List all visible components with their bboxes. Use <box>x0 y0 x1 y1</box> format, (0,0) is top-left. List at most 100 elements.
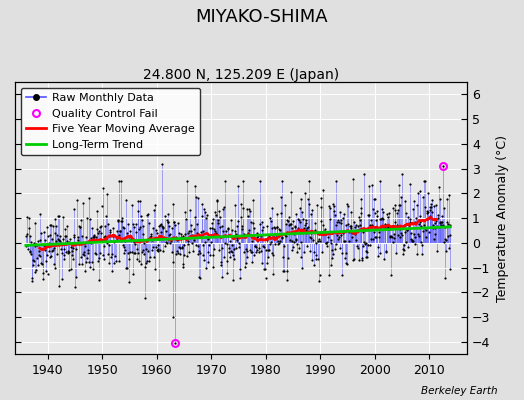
Point <box>429 222 438 228</box>
Point <box>189 233 197 240</box>
Point <box>200 206 209 212</box>
Point <box>221 239 230 246</box>
Point <box>368 206 377 212</box>
Point <box>356 222 364 228</box>
Point <box>406 216 414 222</box>
Point <box>287 225 296 231</box>
Point <box>147 231 155 238</box>
Point <box>307 210 315 217</box>
Point <box>412 215 420 222</box>
Point <box>362 240 370 246</box>
Point <box>244 213 252 219</box>
Text: Berkeley Earth: Berkeley Earth <box>421 386 498 396</box>
Point <box>288 238 296 244</box>
Point <box>355 257 363 263</box>
Point <box>241 264 249 270</box>
Point <box>417 222 425 229</box>
Point <box>72 246 81 252</box>
Point <box>158 248 167 254</box>
Point <box>270 224 278 230</box>
Point <box>277 210 285 216</box>
Point <box>428 196 436 203</box>
Point <box>117 218 125 224</box>
Point <box>357 196 365 202</box>
Point <box>26 233 34 240</box>
Point <box>314 238 322 244</box>
Point <box>359 229 367 236</box>
Point <box>441 236 449 242</box>
Point <box>237 201 245 207</box>
Point <box>421 178 430 184</box>
Point <box>188 240 196 246</box>
Point <box>89 234 97 240</box>
Point <box>169 259 178 266</box>
Point <box>115 232 124 238</box>
Point <box>377 215 386 222</box>
Point <box>292 236 300 243</box>
Point <box>400 229 409 235</box>
Point <box>310 248 318 255</box>
Point <box>118 218 126 224</box>
Point <box>350 256 358 262</box>
Point <box>429 225 437 231</box>
Point <box>139 231 147 237</box>
Point <box>36 237 45 244</box>
Point <box>269 271 277 278</box>
Point <box>201 239 210 245</box>
Point <box>204 248 212 255</box>
Point <box>83 255 91 261</box>
Point <box>196 234 205 241</box>
Point <box>161 243 169 250</box>
Point <box>365 183 373 189</box>
Point <box>209 252 217 258</box>
Point <box>177 231 185 237</box>
Point <box>137 249 146 256</box>
Point <box>361 226 369 232</box>
Point <box>179 264 188 270</box>
Point <box>48 236 57 243</box>
Point <box>317 195 325 201</box>
Point <box>444 192 453 198</box>
Point <box>256 220 264 227</box>
Point <box>259 244 268 250</box>
Point <box>408 238 416 244</box>
Point <box>240 249 248 256</box>
Point <box>79 200 87 206</box>
Point <box>431 225 440 231</box>
Point <box>57 246 65 252</box>
Point <box>280 232 289 239</box>
Point <box>380 256 388 262</box>
Point <box>283 268 291 274</box>
Point <box>35 248 43 255</box>
Point <box>418 242 427 248</box>
Point <box>101 233 109 240</box>
Point <box>284 255 292 261</box>
Point <box>97 203 106 210</box>
Point <box>192 242 200 248</box>
Point <box>203 212 211 219</box>
Point <box>437 219 445 225</box>
Point <box>238 226 247 232</box>
Point <box>310 262 319 268</box>
Point <box>396 226 404 232</box>
Point <box>147 232 156 239</box>
Point <box>101 223 110 230</box>
Point <box>133 246 141 252</box>
Point <box>31 220 39 226</box>
Point <box>83 214 91 221</box>
Point <box>207 233 215 239</box>
Point <box>183 253 191 259</box>
Point <box>338 250 346 256</box>
Point <box>413 190 422 196</box>
Point <box>219 206 227 212</box>
Point <box>330 203 339 210</box>
Point <box>150 254 159 260</box>
Point <box>314 236 323 242</box>
Point <box>241 234 249 240</box>
Point <box>213 197 221 204</box>
Point <box>250 242 259 249</box>
Point <box>274 241 282 247</box>
Point <box>92 234 100 240</box>
Legend: Raw Monthly Data, Quality Control Fail, Five Year Moving Average, Long-Term Tren: Raw Monthly Data, Quality Control Fail, … <box>20 88 200 155</box>
Point <box>231 228 239 234</box>
